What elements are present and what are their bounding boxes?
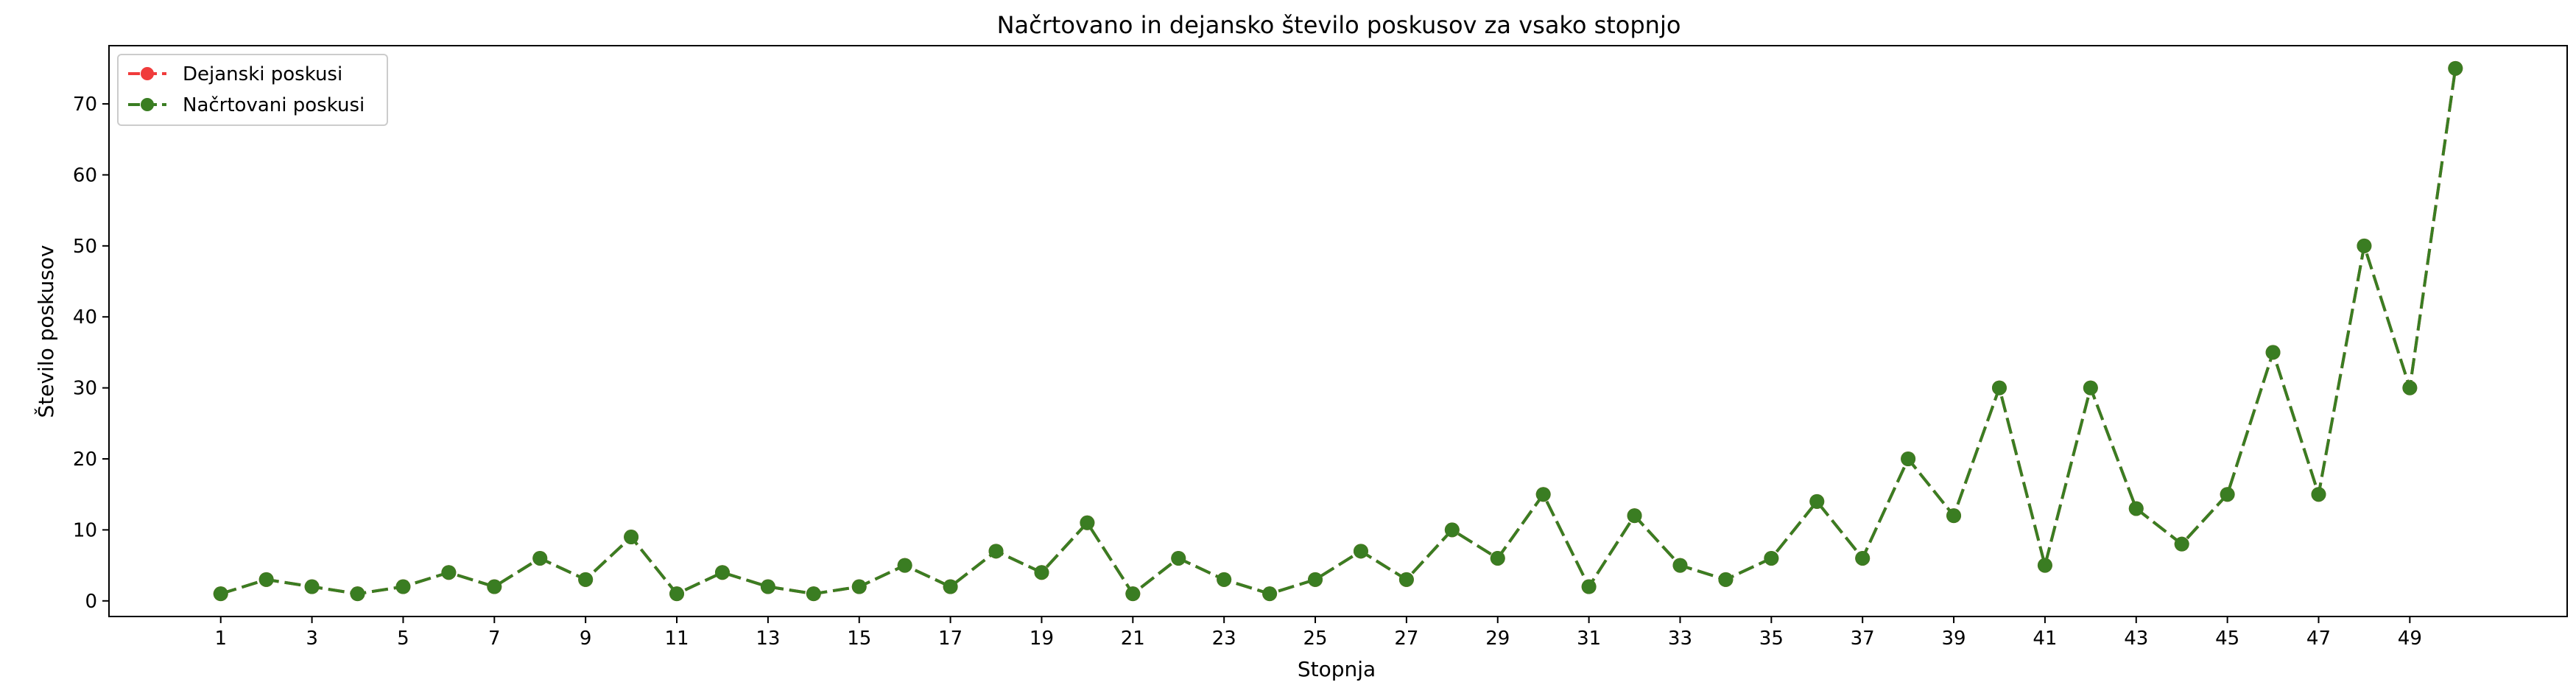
x-tick-label: 35 [1759,628,1784,650]
data-point-1 [1171,550,1186,566]
data-point-1 [2402,380,2418,396]
x-tick-label: 1 [214,628,227,650]
x-tick-label: 21 [1121,628,1145,650]
data-point-1 [1809,493,1825,509]
data-point-1 [1627,508,1642,524]
data-point-1 [350,586,365,602]
x-tick-label: 27 [1394,628,1418,650]
x-tick-label: 5 [397,628,409,650]
data-point-1 [1308,572,1323,587]
data-point-1 [897,558,912,573]
data-point-1 [395,579,411,594]
data-point-1 [624,530,639,545]
y-tick-label: 0 [85,591,97,613]
legend-label-actual: Dejanski poskusi [183,63,342,85]
data-point-1 [2448,60,2463,76]
x-axis: 1 3 5 7 9 11 13 15 17 19 21 23 25 27 29 31 33 35 37 39 41 43 4… [214,616,2422,650]
data-point-1 [1262,586,1278,602]
data-point-1 [2357,238,2372,253]
data-point-1 [1672,558,1688,573]
x-tick-label: 47 [2306,628,2331,650]
data-point-1 [1901,452,1916,467]
x-axis-label: Stopnja [1298,657,1376,681]
data-point-1 [714,565,730,580]
data-point-1 [2128,501,2144,516]
data-point-1 [304,579,320,594]
data-point-1 [2220,487,2235,502]
x-tick-label: 39 [1942,628,1966,650]
data-point-1 [669,586,685,602]
data-point-1 [2083,380,2098,396]
y-tick-label: 30 [73,378,97,400]
x-tick-label: 41 [2033,628,2057,650]
data-point-1 [1217,572,1232,587]
legend-box [117,54,388,126]
series-line-1 [220,68,2457,596]
y-axis-label: Število poskusov [33,245,58,418]
data-point-1 [213,586,228,602]
legend-marker-planned [141,98,154,111]
x-tick-label: 11 [664,628,689,650]
x-tick-label: 25 [1303,628,1327,650]
x-tick-label: 3 [306,628,318,650]
data-point-1 [258,572,274,587]
x-tick-label: 17 [938,628,963,650]
data-point-1 [1398,572,1414,587]
data-point-1 [1581,579,1597,594]
data-point-1 [851,579,867,594]
x-tick-label: 7 [488,628,501,650]
data-point-1 [988,544,1004,559]
x-tick-label: 31 [1577,628,1601,650]
y-tick-label: 60 [73,164,97,186]
x-tick-label: 9 [580,628,592,650]
data-point-1 [1034,565,1049,580]
data-point-1 [1764,550,1779,566]
data-point-1 [1946,508,1962,524]
data-point-1 [1718,572,1734,587]
x-tick-label: 13 [756,628,780,650]
legend-label-planned: Načrtovani poskusi [183,94,365,116]
chart-title: Načrtovano in dejansko število poskusov … [997,11,1681,39]
y-tick-label: 20 [73,449,97,471]
y-axis: 0 10 20 30 40 50 60 70 [73,94,109,613]
data-point-1 [1991,380,2007,396]
data-point-1 [1855,550,1871,566]
x-tick-label: 29 [1485,628,1510,650]
data-point-1 [2174,536,2189,552]
data-point-1 [1353,544,1368,559]
x-tick-label: 33 [1668,628,1692,650]
data-point-1 [2037,558,2052,573]
data-point-1 [1080,515,1095,530]
data-point-1 [943,579,958,594]
x-tick-label: 19 [1030,628,1054,650]
plot-area [108,45,2568,617]
y-tick-label: 70 [73,94,97,116]
series-layer [213,60,2463,602]
y-tick-label: 40 [73,306,97,329]
data-point-1 [2311,487,2326,502]
data-point-1 [1535,487,1551,502]
legend: Dejanski poskusi Načrtovani poskusi [117,54,388,126]
data-point-1 [578,572,594,587]
data-point-1 [441,565,457,580]
data-point-1 [532,550,548,566]
x-tick-label: 45 [2215,628,2239,650]
data-point-1 [1125,586,1141,602]
series-line-0 [220,68,2457,596]
data-point-1 [487,579,502,594]
x-tick-label: 23 [1212,628,1236,650]
x-tick-label: 43 [2124,628,2148,650]
legend-marker-actual [141,67,154,80]
x-tick-label: 37 [1851,628,1875,650]
data-point-1 [1490,550,1505,566]
data-point-1 [2265,345,2281,360]
data-point-1 [806,586,821,602]
y-tick-label: 10 [73,519,97,541]
x-tick-label: 49 [2398,628,2422,650]
data-point-1 [1444,522,1460,538]
y-tick-label: 50 [73,236,97,258]
x-tick-label: 15 [847,628,871,650]
data-point-1 [760,579,775,594]
